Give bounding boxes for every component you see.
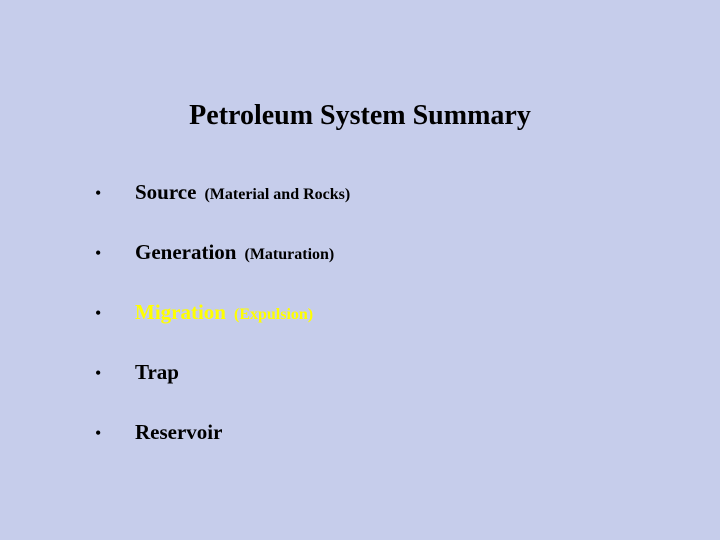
list-item: • Migration (Expulsion) [95,300,350,325]
slide-container: Petroleum System Summary • Source (Mater… [0,0,720,540]
bullet-note: (Maturation) [244,246,334,263]
bullet-note: (Expulsion) [234,306,313,323]
bullet-marker-icon: • [95,303,135,324]
bullet-note: (Material and Rocks) [204,186,350,203]
bullet-marker-icon: • [95,423,135,444]
list-item: • Trap [95,360,350,385]
bullet-marker-icon: • [95,363,135,384]
bullet-text: Generation [135,240,236,264]
list-item: • Generation (Maturation) [95,240,350,265]
list-item: • Source (Material and Rocks) [95,180,350,205]
bullet-list: • Source (Material and Rocks) • Generati… [95,180,350,480]
bullet-text: Source [135,180,196,204]
bullet-text: Trap [135,360,179,384]
bullet-marker-icon: • [95,183,135,204]
bullet-text: Reservoir [135,420,222,444]
list-item: • Reservoir [95,420,350,445]
bullet-marker-icon: • [95,243,135,264]
bullet-text: Migration [135,300,226,324]
slide-title: Petroleum System Summary [0,100,720,132]
